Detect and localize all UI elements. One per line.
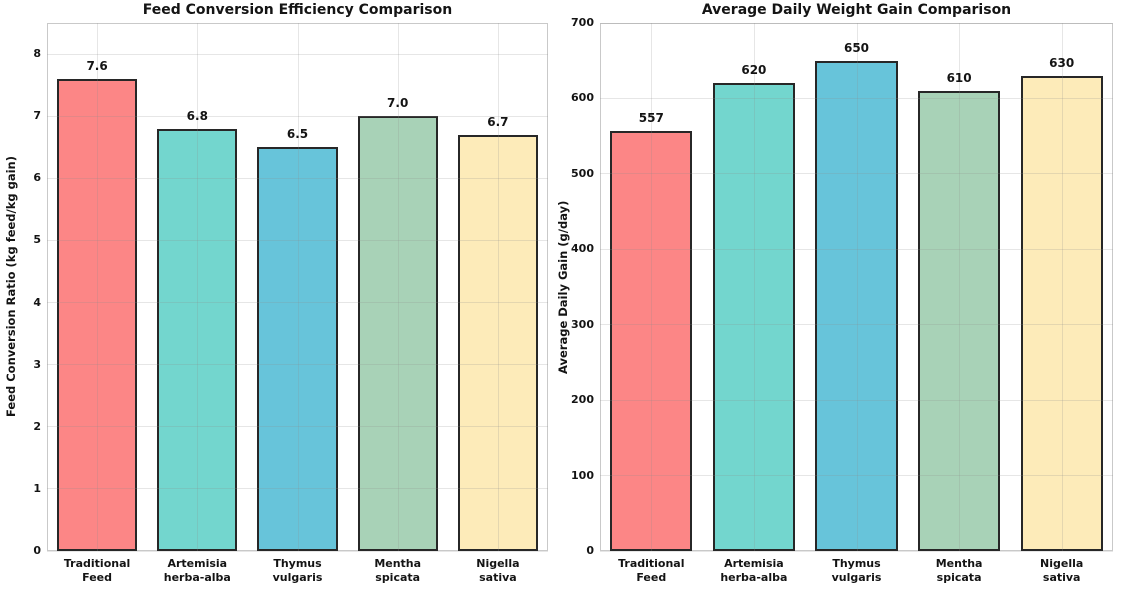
chart-title-daily-gain: Average Daily Weight Gain Comparison xyxy=(701,2,1012,18)
x-tick-label: Mentha spicata xyxy=(374,557,422,584)
x-tick-label: Traditional Feed xyxy=(618,557,685,584)
gridline-horizontal xyxy=(47,488,548,490)
gridline-horizontal xyxy=(600,475,1113,477)
gridline-vertical xyxy=(397,23,399,551)
gridline-horizontal xyxy=(600,22,1113,24)
x-tick-label: Traditional Feed xyxy=(63,557,131,584)
bar-artemisia-herba-alba xyxy=(157,128,238,551)
bar-traditional-feed xyxy=(610,130,693,551)
y-tick-label: 300 xyxy=(571,317,594,331)
y-tick-label: 4 xyxy=(33,295,41,309)
gridline-horizontal xyxy=(600,550,1113,552)
bar-nigella-sativa xyxy=(457,134,538,551)
gridline-horizontal xyxy=(47,53,548,55)
gridline-horizontal xyxy=(47,364,548,366)
y-tick-label: 2 xyxy=(33,419,41,433)
gridline-horizontal xyxy=(600,324,1113,326)
y-tick-label: 5 xyxy=(33,233,41,247)
y-tick-label: 8 xyxy=(33,47,41,61)
gridline-horizontal xyxy=(47,239,548,241)
y-tick-label: 1 xyxy=(33,481,41,495)
bar-value-label: 630 xyxy=(1049,55,1075,70)
bar-mentha-spicata xyxy=(918,90,1001,551)
gridline-horizontal xyxy=(600,173,1113,175)
y-tick-label: 0 xyxy=(33,544,41,557)
gridline-vertical xyxy=(650,23,652,551)
bar-value-label: 620 xyxy=(741,63,767,78)
y-tick-label: 6 xyxy=(33,171,41,185)
x-tick-label: Thymus vulgaris xyxy=(272,557,323,584)
y-tick-label: 3 xyxy=(33,357,41,371)
gridline-vertical xyxy=(856,23,858,551)
bar-value-label: 557 xyxy=(638,110,664,125)
gridline-vertical xyxy=(196,23,198,551)
gridline-horizontal xyxy=(600,399,1113,401)
bar-value-label: 6.7 xyxy=(487,114,509,129)
bar-value-label: 7.6 xyxy=(86,58,108,73)
gridline-horizontal xyxy=(47,302,548,304)
y-tick-label: 7 xyxy=(33,109,41,123)
y-tick-label: 200 xyxy=(571,393,594,407)
y-tick-label: 700 xyxy=(571,16,594,29)
gridline-vertical xyxy=(96,23,98,551)
gridline-vertical xyxy=(1061,23,1063,551)
gridline-vertical xyxy=(297,23,299,551)
y-tick-label: 100 xyxy=(571,468,594,482)
gridline-vertical xyxy=(753,23,755,551)
bar-value-label: 610 xyxy=(946,70,972,85)
bar-value-label: 7.0 xyxy=(387,96,409,111)
bar-value-label: 6.5 xyxy=(286,127,309,142)
bar-thymus-vulgaris xyxy=(815,60,898,551)
bar-nigella-sativa xyxy=(1020,75,1103,551)
gridline-horizontal xyxy=(47,177,548,179)
bar-value-label: 6.8 xyxy=(186,108,208,123)
x-tick-label: Artemisia herba-alba xyxy=(163,557,231,584)
bar-artemisia-herba-alba xyxy=(712,83,795,551)
y-tick-label: 600 xyxy=(571,91,594,105)
bar-thymus-vulgaris xyxy=(257,147,338,551)
y-axis-label-feed-conversion: Feed Conversion Ratio (kg feed/kg gain) xyxy=(4,156,18,418)
x-tick-label: Thymus vulgaris xyxy=(831,557,882,584)
x-tick-label: Mentha spicata xyxy=(935,557,983,584)
x-tick-label: Nigella sativa xyxy=(476,557,520,584)
y-tick-label: 500 xyxy=(571,166,594,180)
gridline-vertical xyxy=(958,23,960,551)
gridline-horizontal xyxy=(47,115,548,117)
bar-traditional-feed xyxy=(57,78,138,551)
x-tick-label: Artemisia herba-alba xyxy=(720,557,788,584)
y-tick-label: 400 xyxy=(571,242,594,256)
x-tick-label: Nigella sativa xyxy=(1040,557,1084,584)
gridline-horizontal xyxy=(47,426,548,428)
bar-value-label: 650 xyxy=(843,40,870,55)
bar-mentha-spicata xyxy=(357,116,438,551)
gridline-vertical xyxy=(497,23,499,551)
gridline-horizontal xyxy=(600,248,1113,250)
y-tick-label: 0 xyxy=(586,544,594,557)
gridline-horizontal xyxy=(600,97,1113,99)
gridline-horizontal xyxy=(47,550,548,552)
chart-title-feed-conversion: Feed Conversion Efficiency Comparison xyxy=(142,2,453,18)
